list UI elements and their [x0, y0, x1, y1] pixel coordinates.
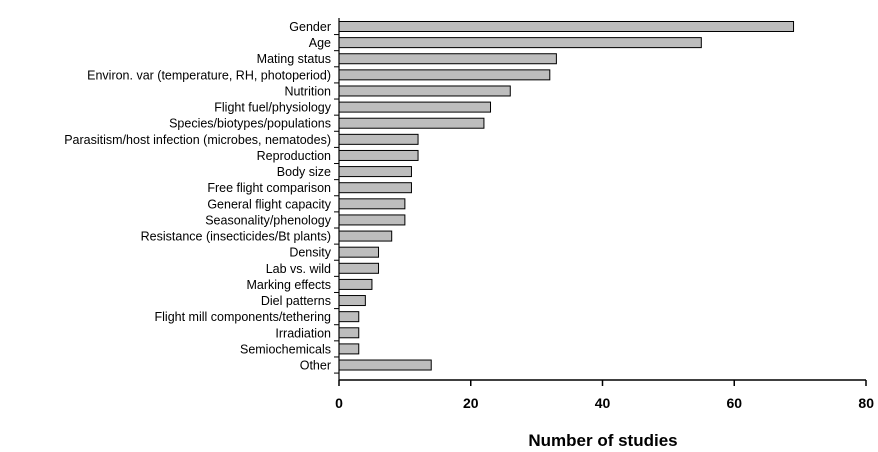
- category-label: Diel patterns: [261, 294, 331, 308]
- bar: [338, 198, 406, 210]
- bar: [338, 133, 419, 145]
- bar: [338, 53, 557, 65]
- bar: [338, 343, 360, 355]
- category-label: Reproduction: [257, 149, 331, 163]
- bar: [338, 311, 360, 323]
- x-tick-label: 80: [858, 395, 874, 411]
- x-tick-label: 60: [726, 395, 742, 411]
- category-label: Flight mill components/tethering: [155, 310, 332, 324]
- x-axis-title: Number of studies: [528, 431, 677, 450]
- bar: [338, 278, 373, 290]
- bar: [338, 182, 412, 194]
- category-label: Seasonality/phenology: [205, 213, 332, 227]
- bar: [338, 69, 551, 81]
- bar: [338, 37, 702, 49]
- category-label: Gender: [289, 20, 331, 34]
- x-axis-group: 0 20 40 60 80: [334, 18, 874, 411]
- category-label: Parasitism/host infection (microbes, nem…: [64, 133, 331, 147]
- category-label: Resistance (insecticides/Bt plants): [141, 230, 331, 244]
- category-label: Marking effects: [246, 278, 331, 292]
- category-label: Other: [300, 359, 331, 373]
- x-tick-label: 0: [335, 395, 343, 411]
- bars-group: [338, 21, 795, 371]
- bar: [338, 21, 795, 32]
- x-tick-label: 20: [463, 395, 479, 411]
- bar: [338, 85, 511, 97]
- bar: [338, 214, 406, 226]
- bar: [338, 295, 366, 307]
- category-label: Species/biotypes/populations: [169, 117, 331, 131]
- category-label: Nutrition: [284, 84, 331, 98]
- bar: [338, 149, 419, 161]
- bar: [338, 101, 492, 113]
- category-label: Flight fuel/physiology: [214, 101, 331, 115]
- category-label: Density: [289, 246, 331, 260]
- category-label: General flight capacity: [207, 197, 331, 211]
- category-label: Irradiation: [275, 326, 331, 340]
- category-label: Body size: [277, 165, 331, 179]
- category-label: Semiochemicals: [240, 342, 331, 356]
- category-label: Free flight comparison: [207, 181, 331, 195]
- category-label: Mating status: [257, 52, 331, 66]
- bar: [338, 262, 380, 274]
- bar: [338, 359, 432, 371]
- category-label: Age: [309, 36, 331, 50]
- category-label: Lab vs. wild: [266, 262, 331, 276]
- bar: [338, 327, 360, 339]
- category-label: Environ. var (temperature, RH, photoperi…: [87, 68, 331, 82]
- bar: [338, 246, 380, 258]
- bar: [338, 166, 412, 178]
- bar: [338, 230, 393, 242]
- x-tick-label: 40: [595, 395, 611, 411]
- category-labels-group: Gender Age Mating status Environ. var (temp…: [64, 20, 332, 373]
- bar: [338, 117, 485, 129]
